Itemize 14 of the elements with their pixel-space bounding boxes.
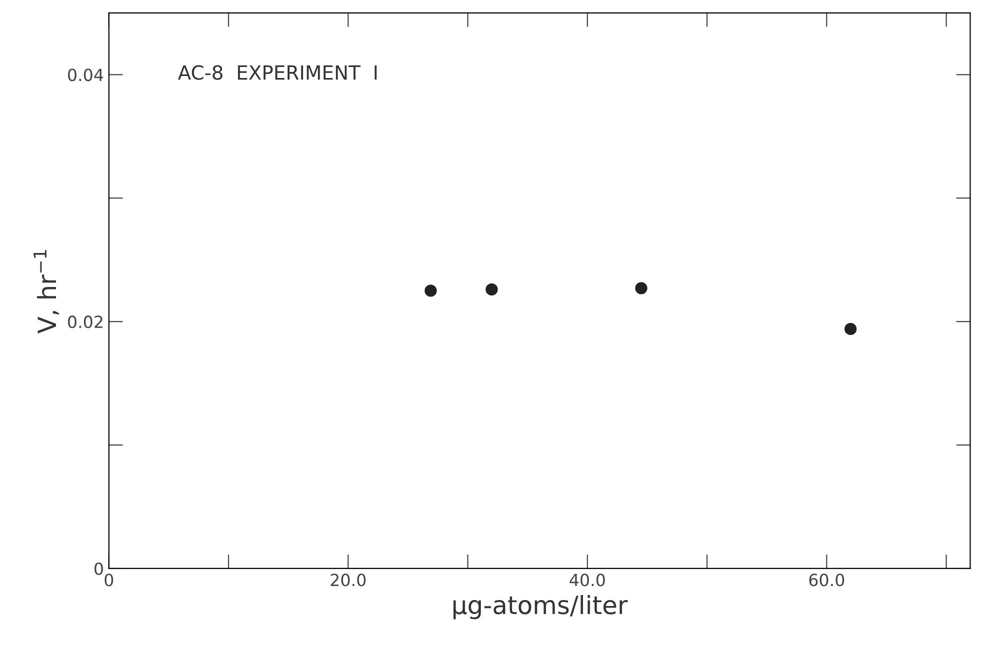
x-tick-label: 60.0 [809, 574, 844, 586]
y-tick-label: 0 [94, 562, 103, 576]
point [424, 284, 437, 297]
y-axis-title: V, hr$^{−1}$ [34, 250, 59, 334]
x-tick-label: 0 [104, 574, 114, 586]
point [486, 283, 498, 296]
annotation: AC-8 EXPERIMENT I [178, 65, 377, 80]
x-tick-label: 40.0 [570, 574, 605, 586]
point [635, 282, 648, 294]
x-axis-title: μg-atoms/liter [453, 595, 628, 620]
x-tick-label: 20.0 [330, 574, 366, 586]
point [844, 322, 857, 336]
y-tick-label: 0.02 [68, 316, 102, 328]
y-tick-label: 0.04 [68, 68, 104, 82]
